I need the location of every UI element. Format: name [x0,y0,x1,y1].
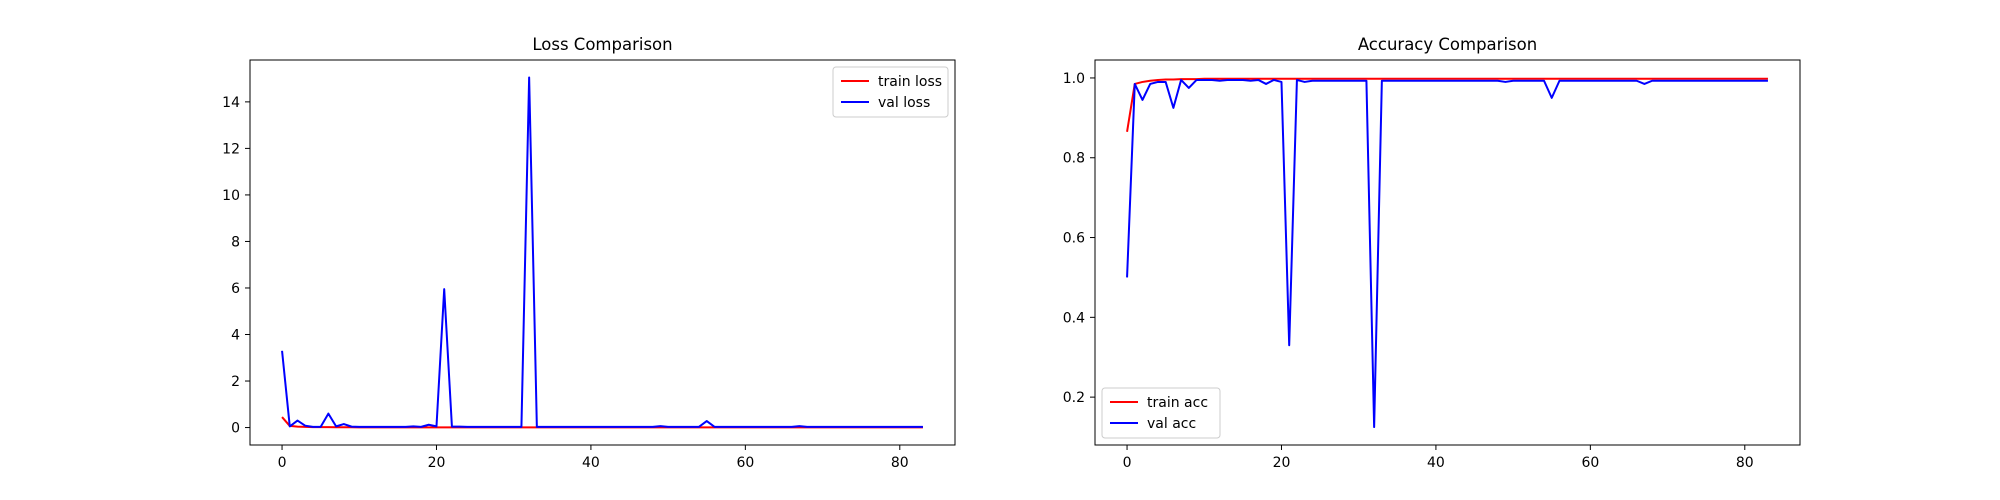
accuracy-series-val-acc [1126,78,1768,429]
accuracy-y-tick-label: 1.0 [1063,71,1085,87]
loss-y-tick-label: 12 [222,141,240,157]
loss-x-tick-label: 40 [582,455,600,471]
accuracy-axes-frame [1094,59,1801,446]
accuracy-legend-box [1101,387,1221,439]
accuracy-y-tick-label: 0.4 [1063,310,1085,326]
loss-comparison-chart: Loss Comparison 0 20 40 60 80 0 2 4 6 8 10 12 14 trai… [222,35,956,471]
accuracy-y-tick-label: 0.2 [1063,390,1085,406]
loss-series-val-loss [281,76,923,428]
accuracy-y-tick-label: 0.6 [1063,231,1085,247]
accuracy-legend-label: train acc [1147,395,1208,411]
accuracy-x-tick-label: 80 [1736,455,1754,471]
loss-series-train-loss [281,416,923,429]
loss-y-tick-label: 6 [231,281,240,297]
loss-x-tick-label: 60 [736,455,754,471]
loss-y-tick-label: 0 [231,421,240,437]
loss-legend-label: train loss [878,74,942,90]
loss-y-tick-label: 2 [231,374,240,390]
loss-y-tick-label: 4 [231,328,240,344]
loss-axes-frame [249,59,956,446]
loss-x-tick-label: 20 [428,455,446,471]
accuracy-legend: train acc val acc [1101,387,1221,439]
loss-x-tick-label: 80 [891,455,909,471]
loss-chart-title: Loss Comparison [532,35,672,54]
accuracy-chart-title: Accuracy Comparison [1358,35,1537,54]
accuracy-x-tick-label: 60 [1581,455,1599,471]
accuracy-x-tick-label: 0 [1123,455,1132,471]
accuracy-x-tick-label: 40 [1427,455,1445,471]
loss-y-tick-label: 8 [231,234,240,250]
accuracy-legend-label: val acc [1147,416,1196,432]
accuracy-series-train-acc [1126,77,1768,132]
accuracy-y-tick-label: 0.8 [1063,151,1085,167]
loss-legend-box [832,66,949,118]
accuracy-x-tick-label: 20 [1273,455,1291,471]
loss-y-tick-label: 10 [222,188,240,204]
loss-legend-label: val loss [878,95,930,111]
loss-legend: train loss val loss [832,66,949,118]
loss-x-tick-label: 0 [278,455,287,471]
loss-y-tick-label: 14 [222,95,240,111]
accuracy-comparison-chart: Accuracy Comparison 0 20 40 60 80 0.2 0.4 0.6 0.… [1063,35,1801,471]
